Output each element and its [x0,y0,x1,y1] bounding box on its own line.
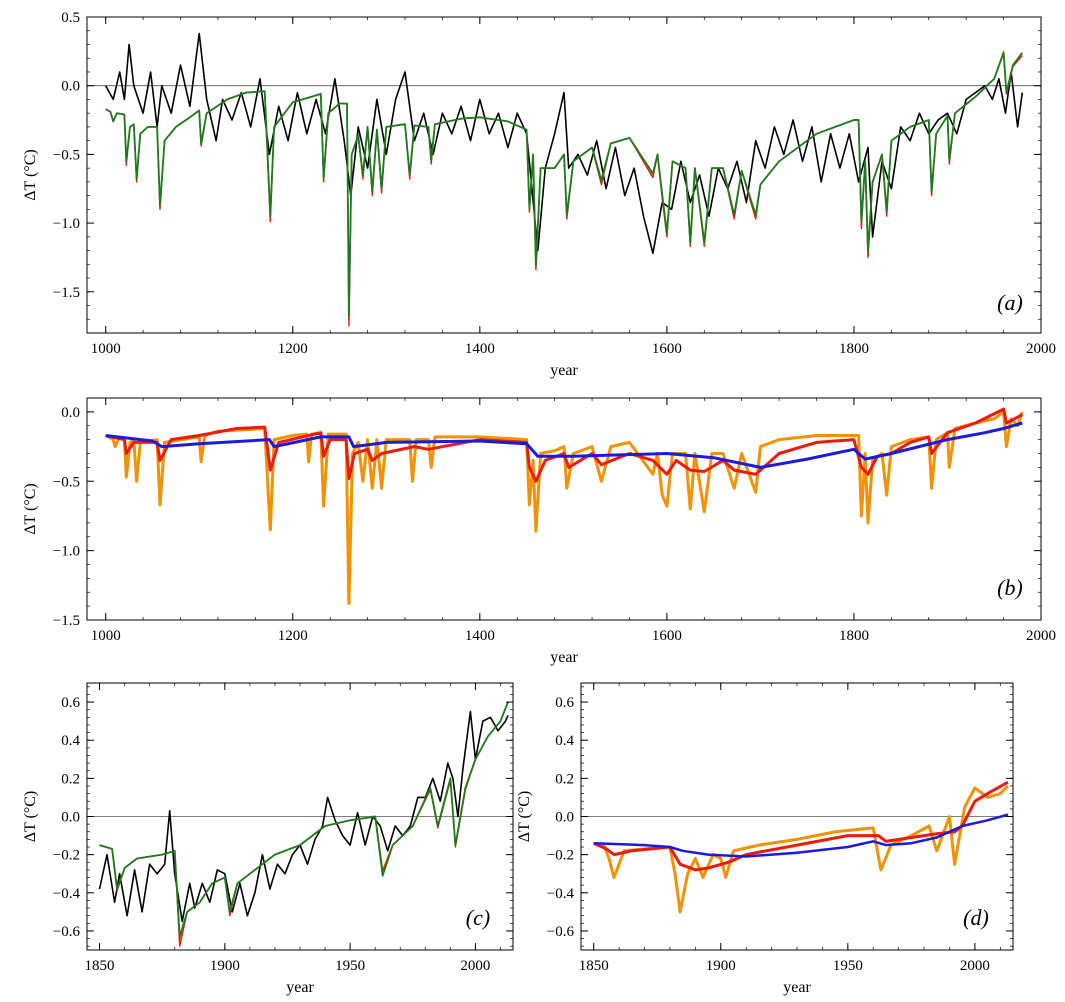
x-tick-label: 1400 [465,341,495,357]
x-tick-label: 1000 [91,341,121,357]
plot-frame [86,397,1042,621]
series-line-1 [99,701,509,942]
y-tick-label: 0.6 [61,695,80,711]
x-axis-title: year [783,979,811,996]
panel-a: 1000 1200 1400 1600 1800 2000 0.5 0.0 −0.5 −1.0 −1… [22,10,1056,379]
y-tick-label: −0.6 [53,924,81,940]
y-tick-label: −1.5 [53,285,80,301]
panel-label: (a) [997,290,1023,315]
y-axis-title: ΔT (°C) [516,791,533,843]
y-tick-label: 0.0 [61,405,80,421]
panel-b: 1000 1200 1400 1600 1800 2000 0.0 −0.5 −1.0 −1.5 y… [22,397,1056,666]
minor-ticks [87,16,1042,334]
y-tick-label: −0.4 [53,886,81,902]
series-line-0 [98,710,509,923]
panel-d: 1850 1900 1950 2000 0.6 0.4 0.2 0.0 −0.2 −0.4 −0.6… [516,682,1014,996]
series-line-0 [104,32,1024,255]
x-tick-label: 1800 [839,628,869,644]
x-tick-label: 1600 [652,628,682,644]
y-tick-label: 0.2 [555,771,574,787]
y-axis-title: ΔT (°C) [22,149,39,201]
y-tick-label: −0.5 [53,147,80,163]
series-line-3 [99,701,509,938]
panel-label: (c) [466,905,490,930]
y-tick-label: 0.4 [61,733,80,749]
y-tick-label: −1.0 [53,544,80,560]
x-tick-label: 2000 [1026,341,1056,357]
series-line-2 [105,421,1023,469]
x-tick-label: 1600 [652,341,682,357]
series-line-2 [593,813,1009,858]
series-group [104,407,1024,605]
x-tick-label: 1000 [91,628,121,644]
y-tick-label: 0.0 [61,79,80,95]
x-tick-label: 1950 [833,958,863,974]
panel-c: 1850 1900 1950 2000 0.6 0.4 0.2 0.0 −0.2 −0.4 −0.6… [22,682,514,996]
x-tick-label: 2000 [1026,628,1056,644]
series-group [98,701,509,947]
series-group [593,780,1009,914]
y-tick-label: −0.5 [53,474,80,490]
x-axis-title: year [550,362,578,379]
x-tick-label: 1800 [839,341,869,357]
panel-label: (b) [997,575,1023,600]
y-tick-label: 0.5 [61,10,80,26]
y-axis-title: ΔT (°C) [22,483,39,535]
x-axis-title: year [550,649,578,666]
x-tick-label: 1900 [210,958,240,974]
series-line-2 [99,701,509,947]
y-tick-label: −1.0 [53,216,80,232]
x-tick-label: 1200 [278,341,308,357]
x-tick-label: 1200 [278,628,308,644]
y-tick-label: −0.2 [547,848,574,864]
series-group [104,32,1024,327]
y-tick-label: −0.4 [547,886,575,902]
x-tick-label: 1850 [85,958,115,974]
y-tick-label: 0.0 [555,810,574,826]
y-tick-label: 0.6 [555,695,574,711]
x-tick-label: 1400 [465,628,495,644]
y-tick-label: 0.0 [61,810,80,826]
x-tick-label: 1850 [579,958,609,974]
x-tick-label: 2000 [960,958,990,974]
x-tick-label: 1950 [335,958,365,974]
y-tick-label: 0.2 [61,771,80,787]
x-tick-label: 2000 [460,958,490,974]
panel-label: (d) [963,905,989,930]
plot-frame [86,16,1042,334]
y-tick-label: −0.2 [53,848,80,864]
y-tick-label: −1.5 [53,613,80,629]
y-axis-title: ΔT (°C) [22,791,39,843]
y-tick-label: −0.6 [547,924,575,940]
y-tick-label: 0.4 [555,733,574,749]
series-line-3 [105,51,1024,318]
x-axis-title: year [286,979,314,996]
x-tick-label: 1900 [706,958,736,974]
